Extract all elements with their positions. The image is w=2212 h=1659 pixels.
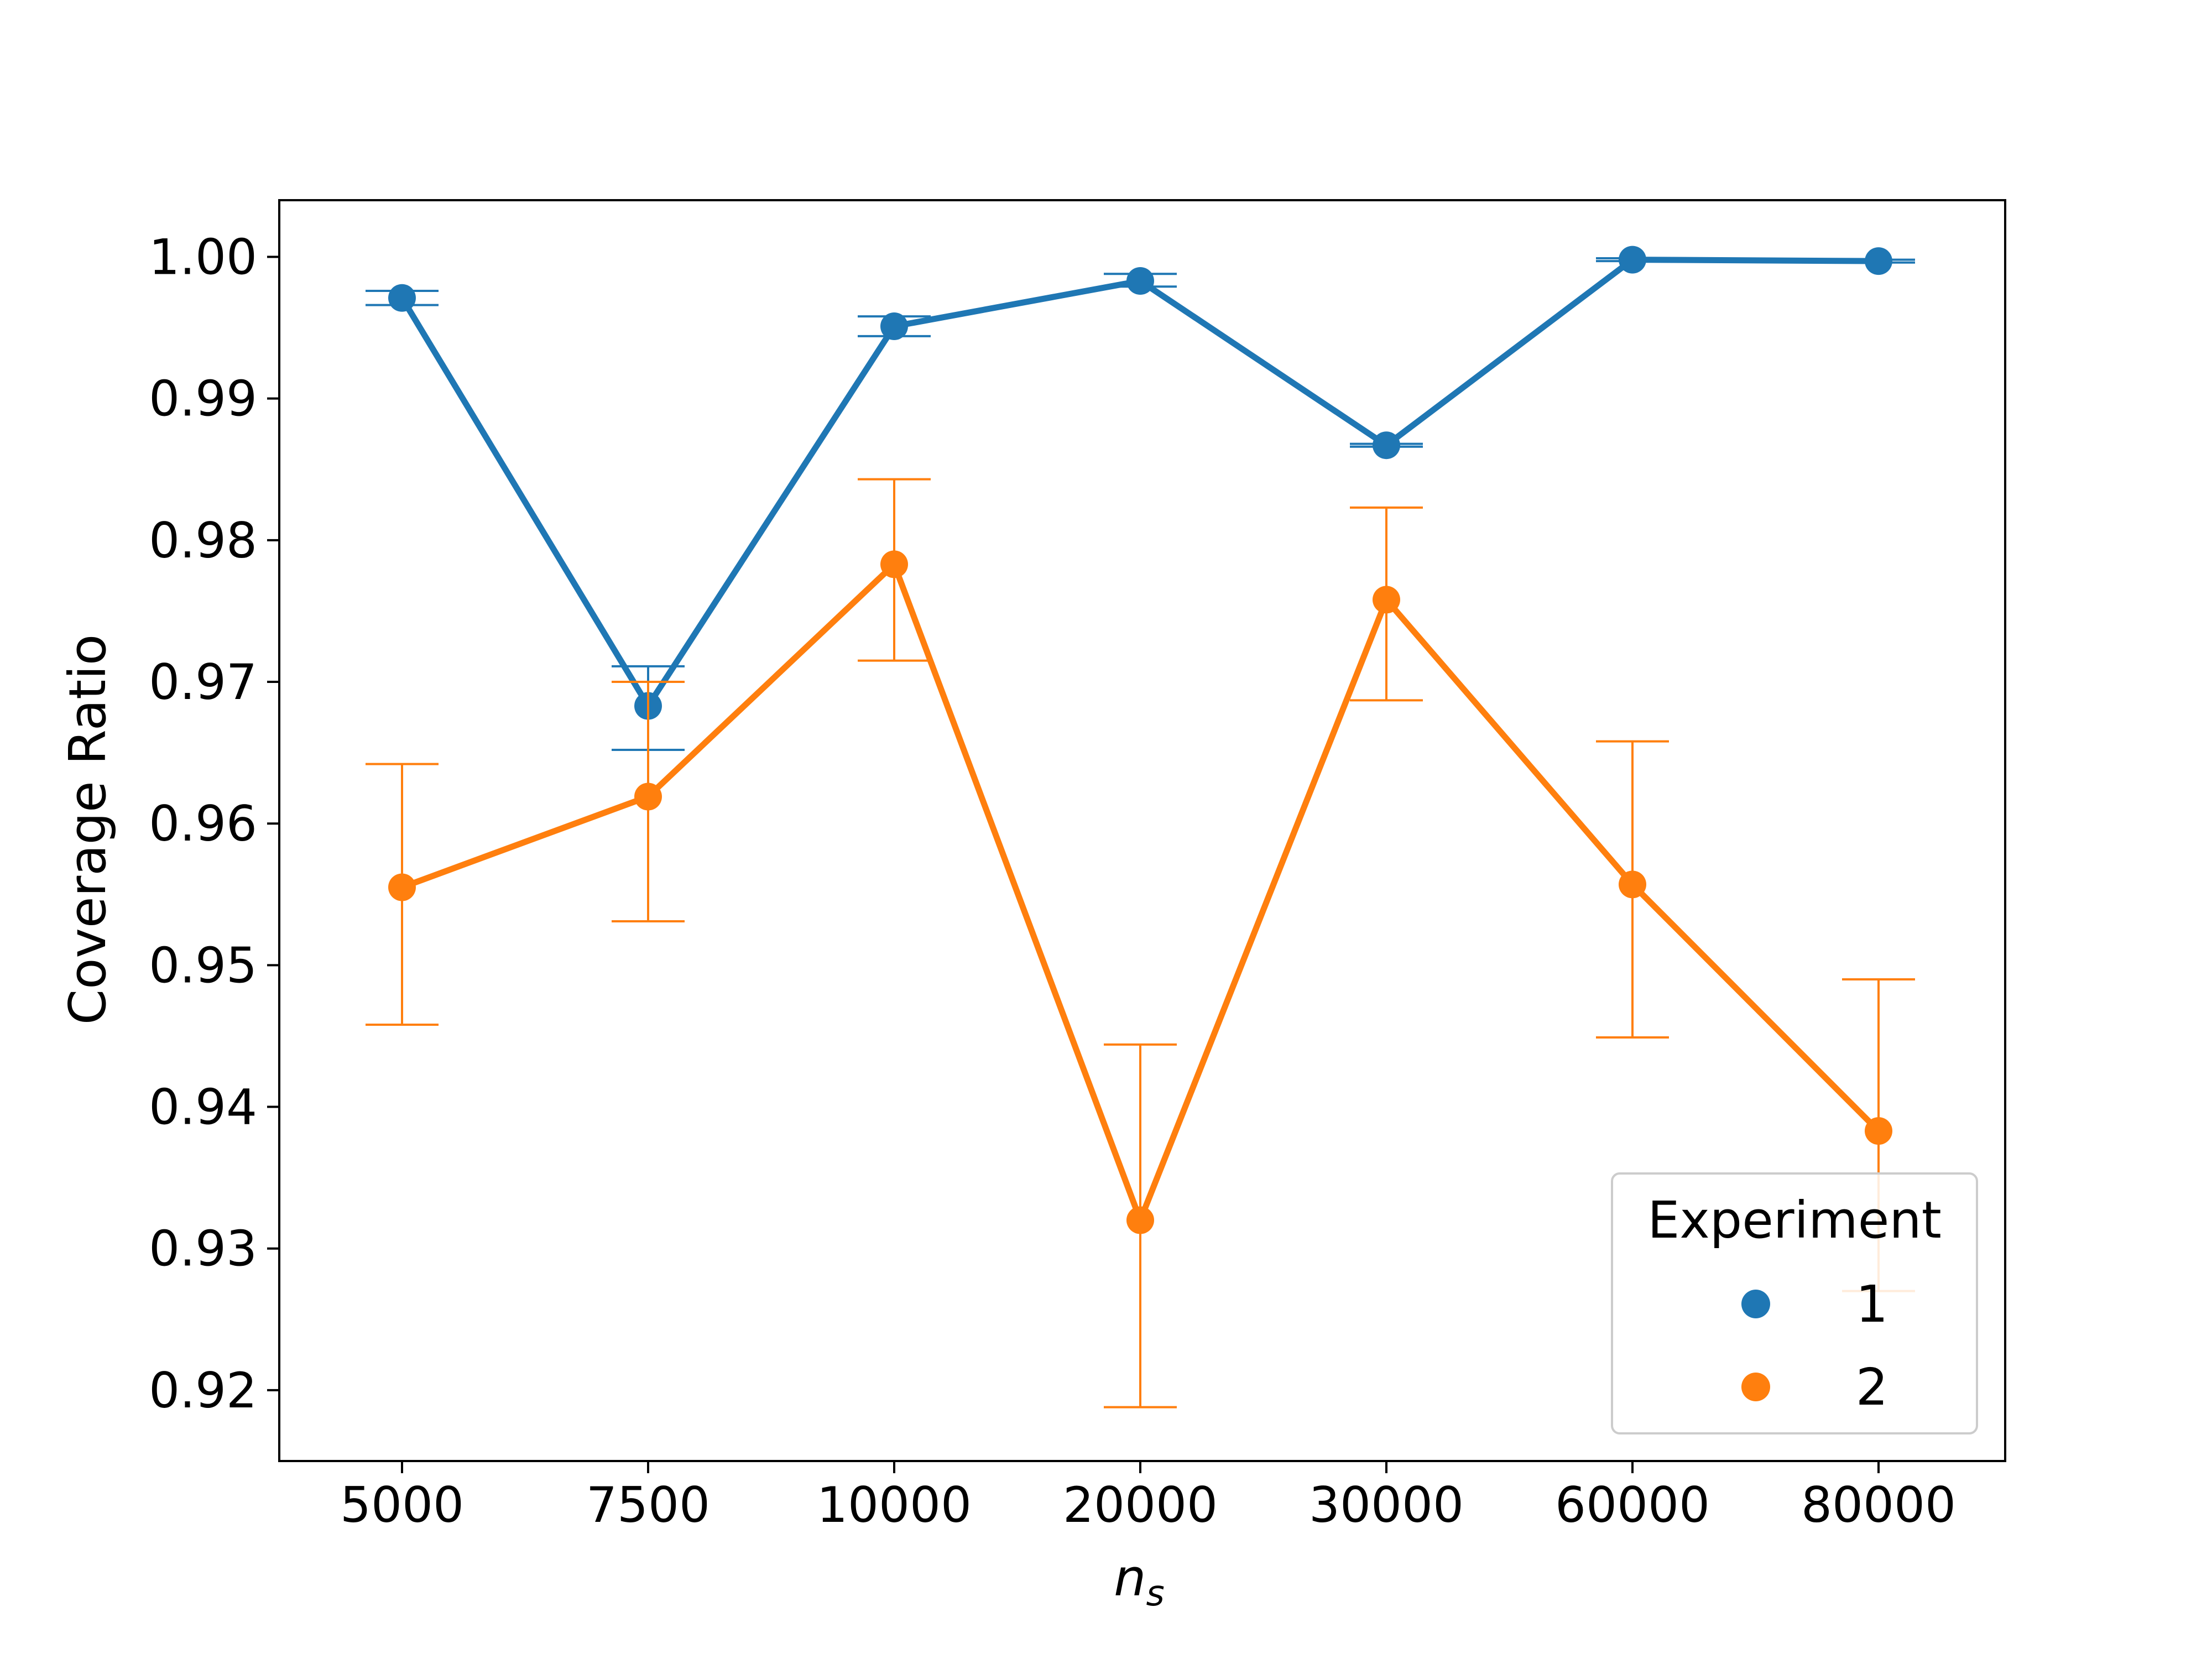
data-point-series-2 (1373, 586, 1400, 614)
x-axis-title-subscript: s (1146, 1573, 1164, 1614)
legend-marker-series-2 (1741, 1373, 1770, 1401)
series-1 (366, 246, 1915, 751)
data-point-series-2 (880, 550, 908, 578)
series-2 (366, 478, 1915, 1408)
x-axis-title: ns (1114, 1548, 1165, 1614)
x-tick-label: 20000 (1063, 1477, 1218, 1533)
data-point-series-2 (1865, 1117, 1892, 1145)
data-point-series-1 (1619, 246, 1646, 274)
x-tick-label: 30000 (1309, 1477, 1464, 1533)
x-tick-label: 60000 (1555, 1477, 1710, 1533)
y-tick-label: 0.99 (149, 371, 257, 427)
x-tick-label: 5000 (340, 1477, 464, 1533)
y-tick-label: 0.96 (149, 795, 257, 852)
y-tick-label: 0.92 (149, 1362, 257, 1419)
legend-title: Experiment (1647, 1191, 1942, 1250)
data-point-series-1 (1865, 247, 1892, 275)
y-tick-label: 0.97 (149, 654, 257, 711)
data-point-series-1 (1126, 267, 1154, 295)
legend-marker-series-1 (1741, 1290, 1770, 1318)
x-tick-label: 7500 (586, 1477, 710, 1533)
y-axis: 0.92 0.93 0.94 0.95 0.96 0.97 0.98 0.99 1.00 (149, 228, 279, 1419)
y-tick-label: 0.94 (149, 1079, 257, 1136)
data-point-series-2 (1126, 1206, 1154, 1234)
data-point-series-1 (880, 312, 908, 340)
data-point-series-1 (1373, 431, 1400, 460)
data-point-series-1 (388, 284, 416, 312)
x-axis-title-base: n (1114, 1548, 1146, 1608)
data-point-series-2 (388, 873, 416, 901)
y-tick-label: 0.93 (149, 1220, 257, 1277)
x-tick-label: 10000 (817, 1477, 972, 1533)
y-tick-label: 1.00 (149, 228, 257, 285)
y-axis-title: Coverage Ratio (58, 634, 117, 1025)
legend: Experiment 1 2 (1611, 1172, 1978, 1434)
x-tick-label: 80000 (1801, 1477, 1956, 1533)
series-line-1 (399, 257, 1879, 709)
plot-frame (278, 199, 2006, 1462)
legend-label-series-1: 1 (1856, 1275, 1888, 1334)
legend-label-series-2: 2 (1856, 1358, 1888, 1417)
x-axis: 5000 7500 10000 20000 30000 60000 80000 (340, 1461, 1956, 1533)
y-tick-label: 0.95 (149, 937, 257, 994)
data-point-series-2 (634, 782, 662, 811)
legend-box (1611, 1172, 1978, 1434)
y-tick-label: 0.98 (149, 512, 257, 569)
data-point-series-2 (1619, 870, 1646, 899)
series-layer (366, 246, 1915, 1408)
